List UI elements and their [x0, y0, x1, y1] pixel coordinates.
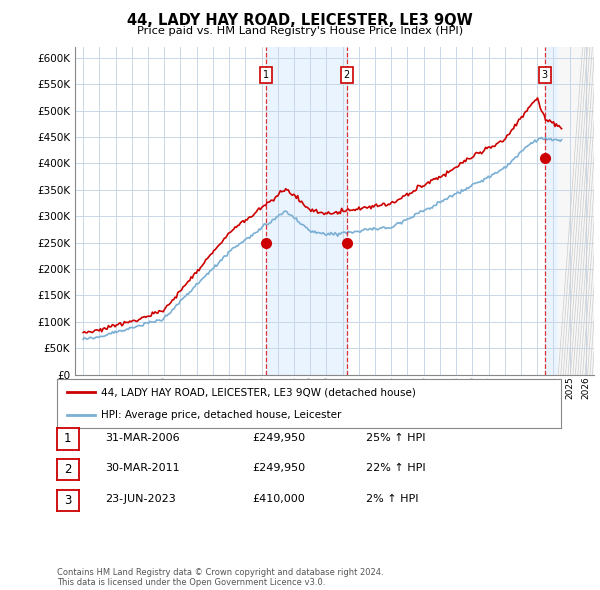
Bar [559, 47, 594, 375]
Bar [545, 47, 562, 375]
Text: 44, LADY HAY ROAD, LEICESTER, LE3 9QW (detached house): 44, LADY HAY ROAD, LEICESTER, LE3 9QW (d… [101, 388, 416, 398]
Text: HPI: Average price, detached house, Leicester: HPI: Average price, detached house, Leic… [101, 409, 342, 419]
Text: 1: 1 [64, 432, 71, 445]
Text: 1: 1 [263, 70, 269, 80]
Text: 25% ↑ HPI: 25% ↑ HPI [366, 433, 425, 442]
Text: 3: 3 [542, 70, 548, 80]
Text: £410,000: £410,000 [252, 494, 305, 504]
Text: 44, LADY HAY ROAD, LEICESTER, LE3 9QW: 44, LADY HAY ROAD, LEICESTER, LE3 9QW [127, 13, 473, 28]
Text: £249,950: £249,950 [252, 433, 305, 442]
Text: £249,950: £249,950 [252, 464, 305, 473]
Text: Price paid vs. HM Land Registry's House Price Index (HPI): Price paid vs. HM Land Registry's House … [137, 26, 463, 36]
Text: Contains HM Land Registry data © Crown copyright and database right 2024.
This d: Contains HM Land Registry data © Crown c… [57, 568, 383, 587]
Text: 2: 2 [64, 463, 71, 476]
Bar [559, 47, 594, 375]
Text: 30-MAR-2011: 30-MAR-2011 [105, 464, 179, 473]
Text: 31-MAR-2006: 31-MAR-2006 [105, 433, 179, 442]
Text: 2% ↑ HPI: 2% ↑ HPI [366, 494, 419, 504]
Text: 22% ↑ HPI: 22% ↑ HPI [366, 464, 425, 473]
Text: 23-JUN-2023: 23-JUN-2023 [105, 494, 176, 504]
Text: 2: 2 [344, 70, 350, 80]
Text: 3: 3 [64, 494, 71, 507]
Bar [559, 47, 594, 375]
Bar [266, 47, 347, 375]
